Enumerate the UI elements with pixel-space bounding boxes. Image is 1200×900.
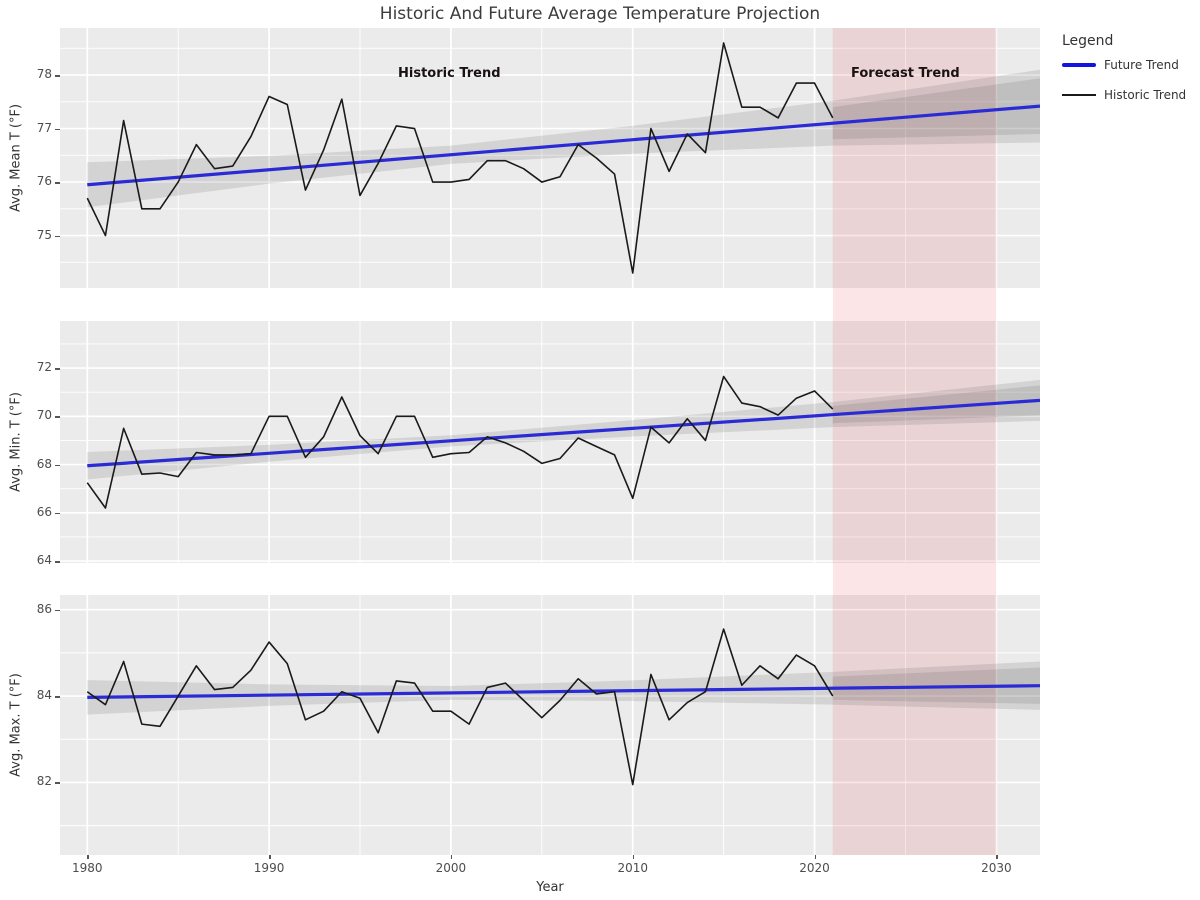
x-tick-mark	[996, 855, 998, 859]
x-tick-mark	[632, 855, 635, 859]
y-axis-label-min: Avg. Min. T (°F)	[8, 392, 24, 492]
legend-item-historic-trend: Historic Trend	[1062, 88, 1186, 102]
x-tick-label: 1990	[253, 861, 285, 875]
y-tick-mark	[55, 75, 60, 77]
y-tick-label: 77	[36, 120, 52, 135]
forecast-trend-annotation: Forecast Trend	[851, 66, 960, 81]
legend-item-future-trend: Future Trend	[1062, 58, 1186, 72]
y-tick-mark	[55, 609, 60, 612]
future-trend-line-swatch	[1062, 63, 1096, 67]
panel-avg-mean-temperature	[60, 28, 1040, 288]
x-tick-label: 2010	[617, 861, 648, 875]
y-tick-mark	[55, 561, 60, 563]
y-tick-label: 66	[36, 504, 52, 519]
y-tick-mark	[55, 128, 60, 131]
chart-title: Historic And Future Average Temperature …	[379, 4, 821, 24]
y-tick-label: 86	[36, 601, 52, 616]
x-tick-mark	[814, 855, 817, 859]
x-tick-mark	[269, 855, 271, 859]
y-tick-mark	[55, 512, 60, 515]
y-tick-mark	[55, 368, 60, 370]
historic-trend-line-swatch	[1062, 94, 1096, 96]
forecast-region-gap	[832, 288, 997, 321]
x-axis-label: Year	[536, 880, 564, 895]
y-tick-mark	[55, 464, 60, 467]
x-tick-mark	[87, 855, 89, 859]
y-tick-label: 82	[36, 774, 52, 789]
legend-item-label: Historic Trend	[1104, 88, 1187, 102]
legend: Legend Future Trend Historic Trend	[1062, 33, 1186, 118]
panel-avg-max-temperature	[60, 595, 1040, 855]
x-tick-mark	[450, 855, 453, 859]
x-tick-label: 2030	[981, 861, 1012, 875]
legend-title: Legend	[1062, 33, 1114, 49]
y-tick-label: 68	[36, 456, 52, 471]
y-tick-label: 84	[36, 688, 52, 703]
y-tick-mark	[55, 416, 60, 418]
y-tick-label: 64	[36, 553, 52, 568]
y-tick-label: 72	[36, 360, 52, 375]
y-tick-mark	[55, 235, 60, 238]
x-tick-label: 1980	[71, 861, 103, 875]
y-tick-label: 75	[36, 227, 52, 242]
y-tick-label: 78	[36, 67, 52, 82]
panel-avg-min-temperature	[60, 321, 1040, 563]
x-tick-label: 2020	[799, 861, 830, 875]
forecast-region-gap	[832, 563, 997, 595]
y-tick-label: 76	[36, 174, 52, 189]
y-tick-label: 70	[36, 408, 52, 423]
historic-trend-annotation: Historic Trend	[398, 66, 501, 81]
y-tick-mark	[55, 182, 60, 184]
y-tick-mark	[55, 782, 60, 784]
legend-item-label: Future Trend	[1104, 58, 1179, 72]
y-tick-mark	[55, 696, 60, 698]
x-tick-label: 2000	[435, 861, 467, 875]
